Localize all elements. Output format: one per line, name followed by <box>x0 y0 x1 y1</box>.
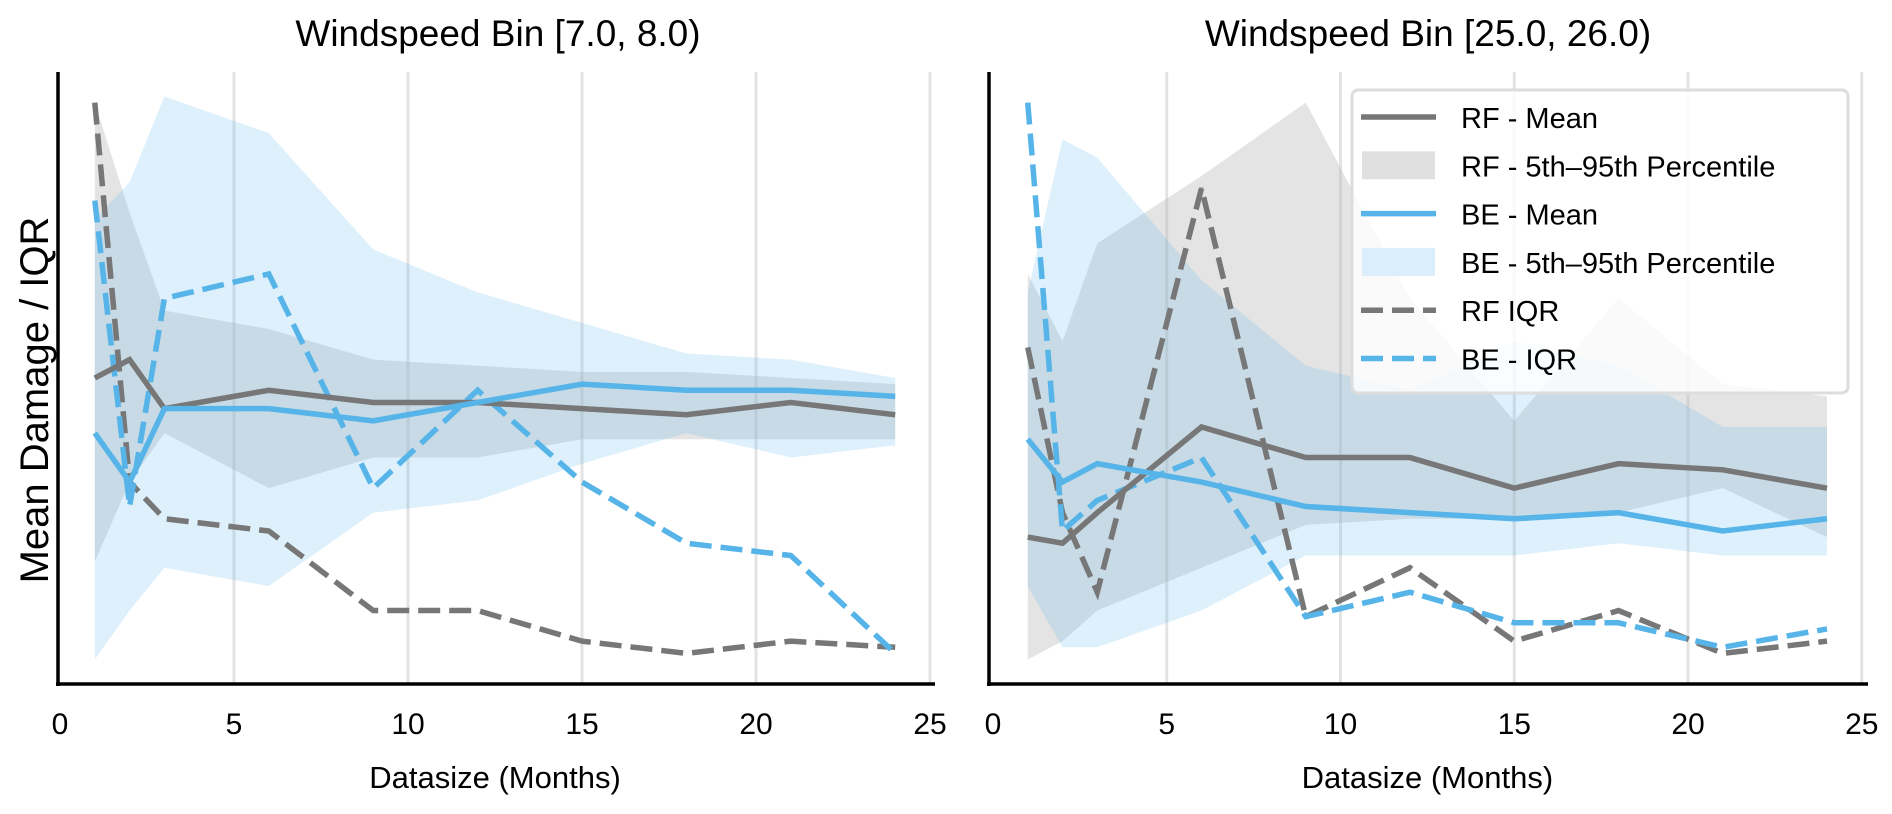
x-tick-label: 25 <box>913 708 946 741</box>
x-axis-label: Datasize (Months) <box>369 760 621 795</box>
x-axis-label: Datasize (Months) <box>1302 760 1554 795</box>
panel-right: 0 5 10 15 20 25 Windspeed Bin [25.0, 26.0) Data… <box>985 13 1879 795</box>
x-tick-label: 0 <box>985 708 1002 741</box>
be-mean-line <box>92 381 896 488</box>
rf-mean-line <box>93 356 896 418</box>
legend-swatch-patch <box>1362 151 1435 180</box>
x-tick-label: 25 <box>1845 708 1878 741</box>
x-tick-label: 20 <box>1671 708 1704 741</box>
x-tick-label: 15 <box>1498 708 1531 741</box>
legend-label: BE - 5th–95th Percentile <box>1461 248 1775 280</box>
be-iqr-line <box>92 200 898 656</box>
legend-label: RF - Mean <box>1461 103 1598 135</box>
legend-frame <box>1350 88 1850 395</box>
x-tick-label: 5 <box>226 708 243 741</box>
panel-left: 0 5 10 15 20 25 Windspeed Bin [7.0, 8.0) Datasi… <box>52 13 947 795</box>
x-tick-label: 10 <box>391 708 424 741</box>
rf-mean-line <box>1027 423 1828 547</box>
legend-label: BE - Mean <box>1461 200 1598 232</box>
legend-label: RF IQR <box>1461 296 1559 328</box>
legend-label: RF - 5th–95th Percentile <box>1461 151 1775 183</box>
x-tick-label: 5 <box>1158 708 1175 741</box>
rf-percentile-band <box>94 102 896 562</box>
legend-swatch-patch <box>1362 247 1435 276</box>
legend-label: BE - IQR <box>1461 345 1577 377</box>
rf-iqr-line <box>1025 187 1828 657</box>
be-percentile-band <box>94 96 896 660</box>
be-mean-line <box>1025 437 1828 534</box>
x-tick-label: 10 <box>1324 708 1357 741</box>
x-tick-label: 0 <box>52 708 69 741</box>
panel-title: Windspeed Bin [7.0, 8.0) <box>295 13 700 54</box>
x-tick-label: 20 <box>739 708 772 741</box>
rf-iqr-line <box>92 102 896 657</box>
be-iqr-line <box>1025 102 1828 651</box>
legend: RF - Mean RF - 5th–95th Percentile BE - Me… <box>1350 88 1850 395</box>
x-tick-label: 15 <box>565 708 598 741</box>
y-axis-label: Mean Damage / IQR <box>13 217 57 584</box>
panel-title: Windspeed Bin [25.0, 26.0) <box>1205 13 1651 54</box>
